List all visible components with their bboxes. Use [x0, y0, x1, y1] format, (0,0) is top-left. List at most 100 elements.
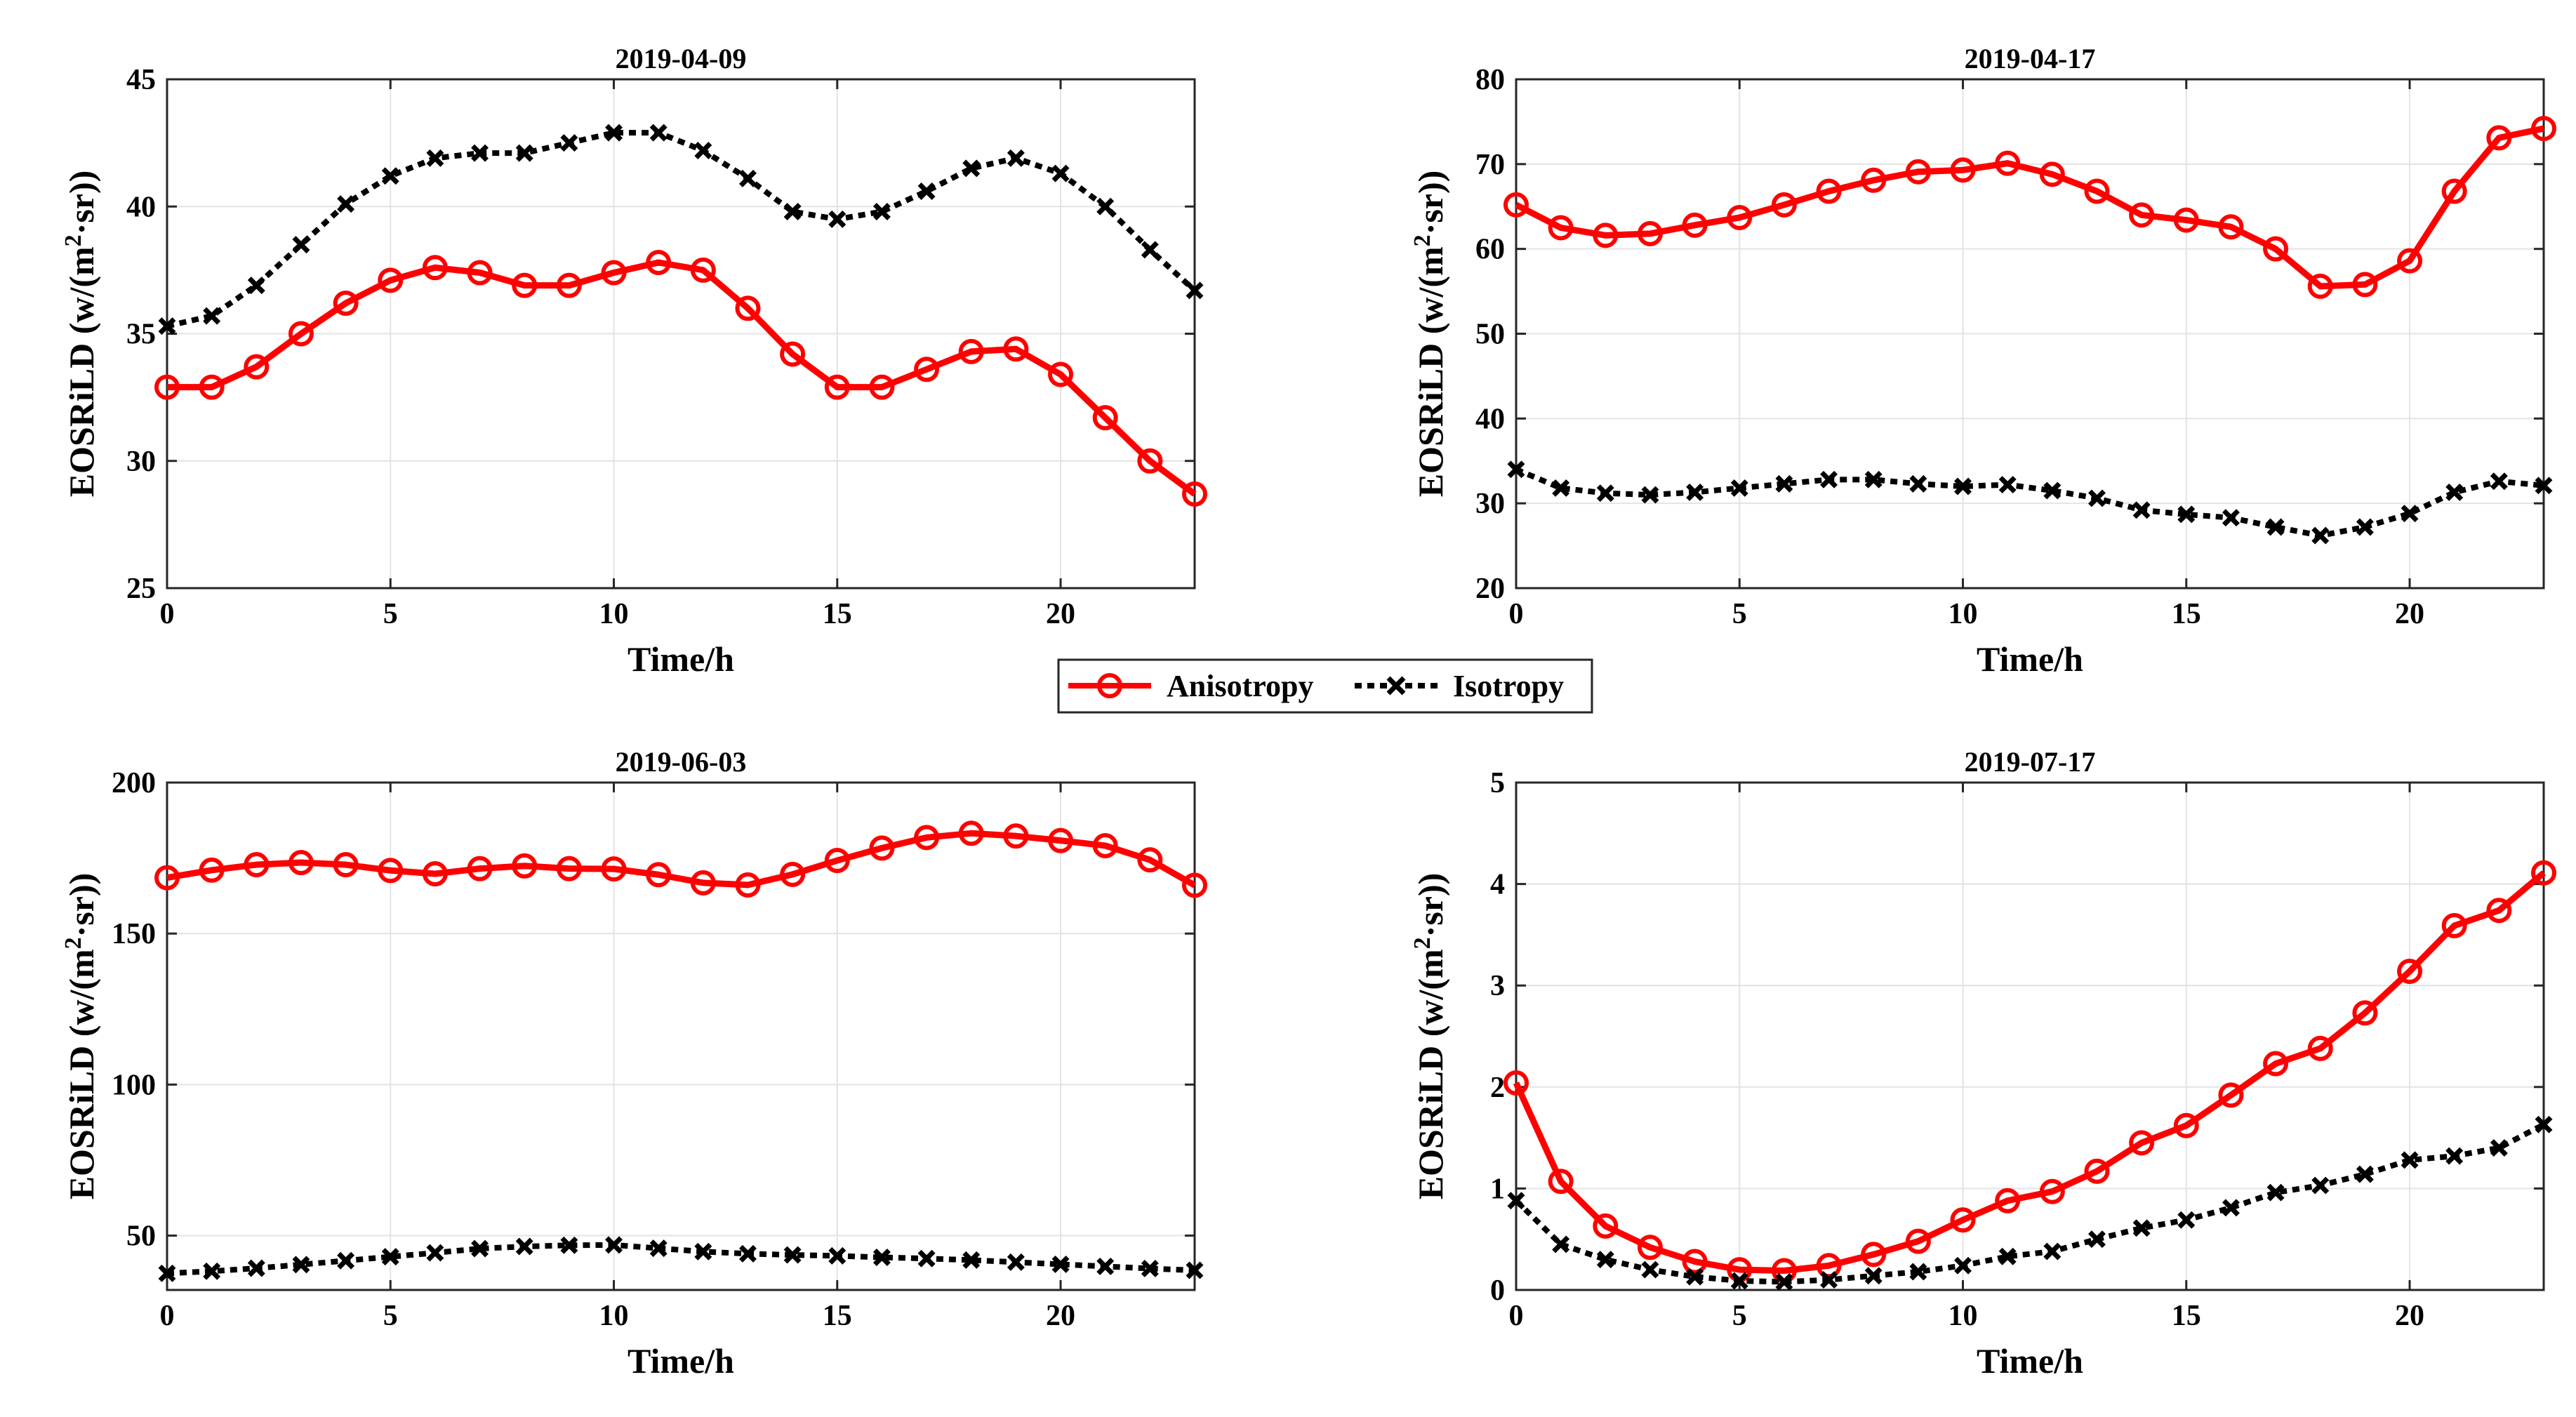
data-point-isotropy: [560, 134, 578, 152]
data-point-anisotropy: [1003, 336, 1029, 362]
data-point-anisotropy: [2307, 273, 2333, 299]
data-point-isotropy: [1507, 460, 1525, 479]
data-point-isotropy: [1552, 1235, 1570, 1253]
data-point-isotropy: [2088, 489, 2106, 507]
data-point-anisotropy: [824, 848, 850, 874]
data-point-isotropy: [1596, 1251, 1614, 1269]
x-axis-label: Time/h: [628, 1341, 734, 1381]
data-point-anisotropy: [244, 354, 270, 380]
data-point-anisotropy: [1637, 220, 1663, 246]
chart-title: 2019-04-09: [616, 43, 747, 74]
data-point-isotropy: [1007, 149, 1025, 167]
data-point-isotropy: [426, 149, 444, 167]
data-point-anisotropy: [646, 250, 672, 275]
data-point-isotropy: [2266, 518, 2285, 536]
x-tick-label: 15: [823, 1300, 852, 1332]
data-point-isotropy: [2401, 505, 2419, 523]
data-point-anisotropy: [1682, 212, 1708, 238]
data-point-anisotropy: [1816, 178, 1842, 204]
data-point-anisotropy: [690, 257, 716, 283]
y-axis-label-main: EOSRiLD (w/(m: [1411, 949, 1450, 1199]
data-point-anisotropy: [2397, 958, 2423, 984]
data-point-isotropy: [560, 1236, 578, 1254]
data-point-isotropy: [2177, 505, 2196, 524]
data-point-isotropy: [1051, 164, 1070, 182]
data-point-anisotropy: [422, 860, 448, 886]
data-point-anisotropy: [914, 825, 940, 851]
data-point-isotropy: [426, 1244, 444, 1262]
data-point-anisotropy: [199, 857, 225, 883]
data-point-anisotropy: [378, 267, 404, 293]
data-point-isotropy: [828, 1246, 847, 1265]
data-point-anisotropy: [735, 295, 761, 321]
data-point-isotropy: [872, 203, 891, 220]
data-point-anisotropy: [512, 853, 538, 879]
data-point-anisotropy: [2084, 178, 2110, 204]
data-point-anisotropy: [1771, 192, 1797, 218]
data-point-anisotropy: [2129, 1130, 2155, 1156]
y-tick-label: 1: [1490, 1173, 1505, 1205]
data-point-isotropy: [1730, 1272, 1748, 1290]
data-point-anisotropy: [1593, 1213, 1619, 1239]
data-point-anisotropy: [869, 835, 895, 861]
x-tick-label: 10: [1948, 598, 1978, 630]
data-point-isotropy: [739, 169, 757, 187]
data-point-anisotropy: [1727, 204, 1753, 230]
data-point-anisotropy: [958, 820, 984, 846]
data-point-isotropy: [2490, 472, 2508, 491]
chart-panel-3: 0 5 10 15 20 50 100 150 200 2019-06-03 Time/h EOSRi…: [60, 746, 1207, 1381]
data-point-anisotropy: [2173, 207, 2199, 233]
series-isotropy: [1507, 460, 2553, 545]
data-point-anisotropy: [1048, 827, 1074, 853]
y-tick-label: 100: [112, 1069, 156, 1101]
x-axis-label: Time/h: [628, 639, 734, 679]
data-point-isotropy: [917, 1249, 936, 1268]
data-point-isotropy: [2222, 1199, 2240, 1217]
data-point-anisotropy: [288, 850, 314, 876]
chart-title: 2019-04-17: [1965, 43, 2096, 74]
data-point-isotropy: [962, 159, 981, 178]
x-tick-label: 20: [2395, 1300, 2424, 1332]
plot-frame: [1515, 781, 2545, 1291]
data-point-isotropy: [2177, 1211, 2196, 1229]
data-point-isotropy: [1864, 1267, 1883, 1285]
x-tick-label: 10: [599, 1300, 629, 1332]
data-point-isotropy: [337, 1251, 355, 1270]
data-point-anisotropy: [2441, 178, 2467, 204]
data-point-isotropy: [515, 1237, 533, 1256]
data-point-anisotropy: [378, 858, 404, 884]
data-point-anisotropy: [2084, 1158, 2110, 1184]
data-point-anisotropy: [958, 338, 984, 364]
data-point-isotropy: [2266, 1183, 2285, 1202]
y-tick-label: 50: [126, 1220, 156, 1253]
data-point-anisotropy: [2218, 1082, 2244, 1108]
data-point-isotropy: [1820, 1271, 1838, 1289]
data-point-isotropy: [1141, 1259, 1159, 1277]
y-tick-label: 60: [1475, 234, 1505, 266]
data-point-anisotropy: [914, 357, 940, 382]
data-point-anisotropy: [1503, 192, 1529, 218]
series-line-anisotropy: [1514, 125, 2544, 290]
data-point-anisotropy: [1048, 361, 1074, 387]
chart-title: 2019-07-17: [1965, 746, 2096, 778]
data-point-isotropy: [158, 317, 176, 335]
data-point-anisotropy: [2039, 161, 2065, 187]
y-axis-label: EOSRiLD (w/(m2·sr)): [60, 873, 101, 1200]
data-point-isotropy: [962, 1251, 981, 1269]
data-point-anisotropy: [2263, 236, 2289, 262]
data-point-isotropy: [1641, 1260, 1659, 1279]
series-anisotropy: [1503, 860, 2556, 1284]
x-tick-label: 0: [160, 1300, 175, 1332]
x-tick-label: 15: [823, 598, 852, 630]
y-tick-label: 35: [126, 319, 156, 351]
data-point-anisotropy: [333, 291, 359, 316]
legend-anisotropy-marker: [1097, 673, 1122, 698]
y-tick-label: 20: [1475, 573, 1505, 605]
x-tick-label: 10: [599, 598, 629, 630]
x-tick-label: 5: [1732, 598, 1747, 630]
series-isotropy: [158, 1236, 1204, 1282]
y-tick-label: 80: [1475, 64, 1505, 96]
data-point-anisotropy: [1861, 1242, 1887, 1268]
y-axis-label-superscript: 2: [60, 234, 86, 246]
y-tick-label: 4: [1490, 869, 1505, 901]
